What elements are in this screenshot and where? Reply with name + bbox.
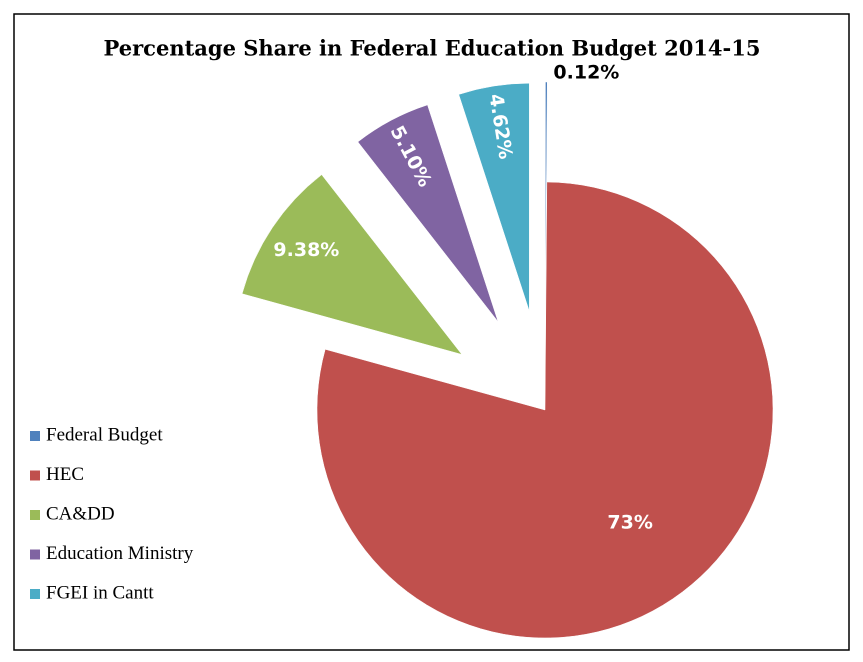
- pie-slice: [316, 181, 774, 639]
- legend-label: HEC: [46, 464, 84, 485]
- legend-swatch: [30, 431, 40, 441]
- legend-swatch: [30, 470, 40, 481]
- pie-slice: [545, 81, 548, 311]
- legend-label: Federal Budget: [46, 424, 163, 445]
- legend-swatch: [30, 589, 40, 599]
- data-label: 0.12%: [553, 61, 619, 83]
- pie-slice: [241, 174, 463, 355]
- legend-swatch: [30, 549, 40, 560]
- data-label: 9.38%: [273, 239, 339, 261]
- legend-label: FGEI in Cantt: [46, 582, 154, 603]
- pie-slice: [357, 104, 499, 322]
- legend-label: CA&DD: [46, 503, 115, 524]
- legend-label: Education Ministry: [46, 543, 194, 564]
- pie-slice: [458, 82, 530, 312]
- legend-swatch: [30, 510, 40, 520]
- data-label: 73%: [607, 511, 652, 533]
- chart-title: Percentage Share in Federal Education Bu…: [104, 36, 761, 61]
